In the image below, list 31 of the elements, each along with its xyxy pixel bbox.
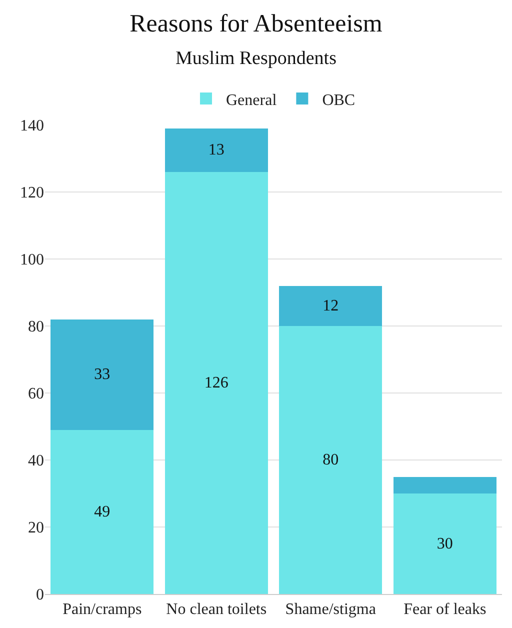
data-label: 49 [94, 503, 110, 520]
data-label: 13 [208, 142, 224, 159]
data-label: 80 [322, 452, 339, 468]
bar [279, 286, 382, 326]
x-tick-label: Fear of leaks [404, 601, 486, 618]
y-tick-label: 60 [28, 386, 44, 403]
y-tick-label: 20 [28, 520, 44, 537]
bar [50, 430, 154, 594]
bar [164, 128, 268, 172]
bar [393, 476, 496, 494]
legend-label: General [226, 92, 278, 109]
chart-subtitle: Muslim Respondents [176, 48, 336, 69]
data-label: 33 [94, 366, 110, 384]
bar [279, 326, 382, 594]
y-tick-label: 120 [20, 184, 44, 202]
bar [393, 494, 496, 594]
x-tick-label: Pain/cramps [62, 601, 142, 618]
y-tick-label: 100 [20, 252, 44, 269]
y-tick-label: 0 [36, 586, 44, 604]
chart-title: Reasons for Absenteeism [130, 10, 383, 38]
data-label: 12 [322, 297, 339, 314]
x-tick-label: Shame/stigma [285, 601, 376, 618]
data-label: 30 [436, 535, 453, 552]
bar [50, 319, 154, 430]
legend-label: OBC [322, 92, 356, 109]
y-tick-label: 40 [28, 452, 44, 470]
y-tick-label: 140 [20, 118, 44, 135]
y-tick-label: 80 [28, 318, 44, 336]
data-label: 126 [204, 374, 228, 392]
bar [164, 172, 268, 594]
x-tick-label: No clean toilets [166, 601, 267, 618]
